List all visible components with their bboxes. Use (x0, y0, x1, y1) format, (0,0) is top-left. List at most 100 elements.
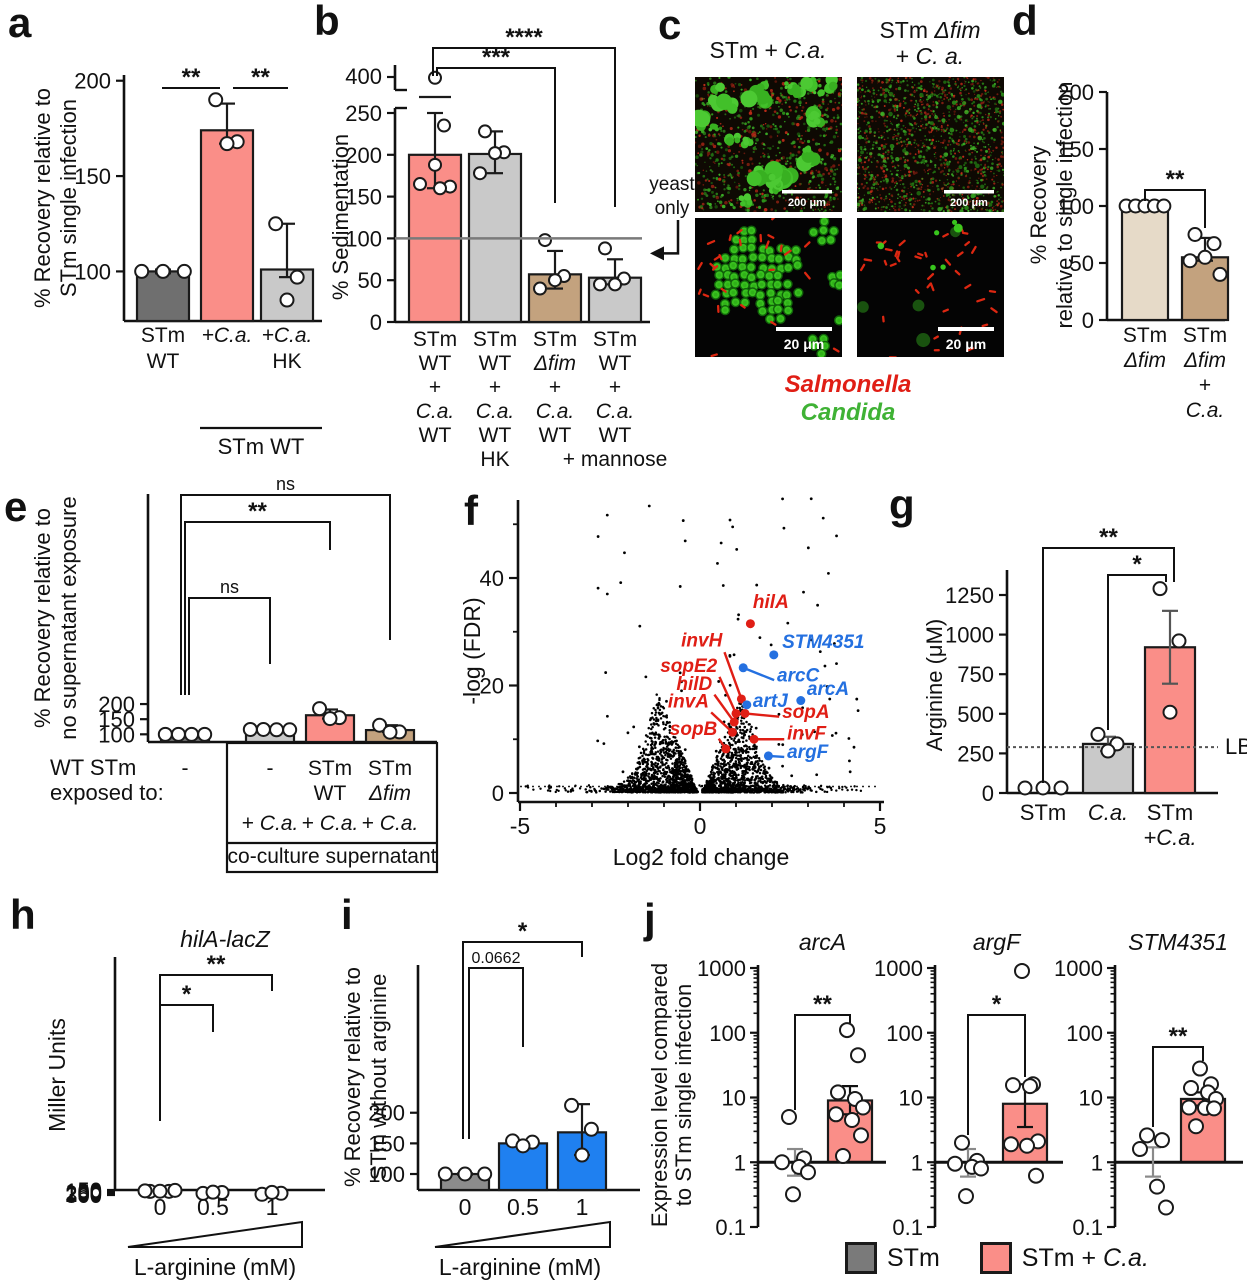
svg-text:+: + (429, 376, 441, 399)
panel-letter-j: j (644, 895, 656, 942)
svg-text:+: + (489, 376, 501, 399)
svg-text:0: 0 (370, 310, 382, 335)
svg-text:100: 100 (345, 226, 382, 251)
svg-text:STm: STm (413, 328, 457, 351)
svg-text:+ C.a.: + C.a. (302, 812, 359, 835)
svg-text:% Recovery relative to: % Recovery relative to (30, 508, 55, 728)
svg-text:200: 200 (98, 692, 135, 717)
panel-letter-d: d (1012, 0, 1038, 44)
svg-text:150: 150 (1057, 137, 1094, 162)
svg-text:STm: STm (473, 328, 517, 351)
svg-text:ns: ns (220, 577, 239, 597)
svg-text:40: 40 (480, 566, 504, 591)
svg-text:STm: STm (308, 757, 352, 780)
svg-text:100: 100 (1057, 194, 1094, 219)
panel-letter-g: g (889, 481, 915, 528)
svg-text:WT: WT (419, 424, 452, 447)
svg-text:20: 20 (480, 674, 504, 699)
panel-b-bar-chart: 400050100150200250yeastonly*******STmWT+… (328, 24, 695, 471)
svg-text:20 μm: 20 μm (784, 336, 824, 352)
svg-text:WT: WT (479, 424, 512, 447)
svg-text:WT: WT (599, 352, 632, 375)
svg-text:WT: WT (479, 352, 512, 375)
panel-letter-e: e (4, 483, 28, 530)
svg-text:+C.a.: +C.a. (202, 324, 253, 347)
svg-text:**: ** (248, 498, 267, 525)
svg-text:150: 150 (98, 707, 135, 732)
svg-text:****: **** (505, 24, 543, 51)
panel-letter-h: h (10, 891, 36, 938)
svg-text:Δfim: Δfim (1123, 349, 1166, 372)
svg-text:WT STm: WT STm (50, 755, 136, 780)
svg-text:STm: STm (593, 328, 637, 351)
svg-text:HK: HK (272, 350, 301, 373)
svg-text:0: 0 (1082, 308, 1094, 333)
svg-text:150: 150 (74, 164, 111, 189)
svg-text:C.a.: C.a. (536, 400, 575, 423)
svg-text:yeast: yeast (649, 174, 695, 195)
svg-text:-: - (267, 757, 274, 780)
svg-text:WT: WT (419, 352, 452, 375)
legend-swatch (979, 1242, 1012, 1274)
legend-label: STm + C.a. (1021, 1243, 1149, 1272)
legend-item-1: STm + C.a. (979, 1242, 1149, 1274)
svg-text:**: ** (182, 64, 201, 91)
svg-text:C.a.: C.a. (1186, 399, 1225, 422)
svg-text:STm WT: STm WT (218, 434, 305, 459)
svg-text:co-culture supernatant: co-culture supernatant (228, 845, 437, 868)
svg-text:100: 100 (74, 259, 111, 284)
panel-letter-b: b (314, 0, 340, 44)
svg-text:200: 200 (1057, 80, 1094, 105)
svg-text:100: 100 (98, 722, 135, 747)
svg-text:+: + (549, 376, 561, 399)
panel-letter-f: f (464, 487, 478, 534)
svg-text:**: ** (1166, 166, 1185, 193)
svg-text:Δfim: Δfim (1183, 349, 1226, 372)
svg-text:STm Δfim: STm Δfim (879, 17, 980, 43)
svg-text:+: + (1199, 374, 1211, 397)
svg-text:+ C.a.: + C.a. (362, 812, 419, 835)
svg-text:WT: WT (539, 424, 572, 447)
svg-text:200 μm: 200 μm (950, 197, 988, 209)
panel-c-microscopy: STm + C.a. STm Δfim+ C. a. 200 μm 200 μm 20 … (695, 17, 1004, 426)
svg-text:STm single infection: STm single infection (56, 99, 81, 297)
panel-j-dot-plots: 10001001010.1**arcA10001001010.1*argF100… (647, 929, 1243, 1240)
svg-text:STm: STm (1123, 324, 1167, 347)
svg-text:200 μm: 200 μm (788, 197, 826, 209)
svg-text:***: *** (482, 44, 511, 71)
svg-text:**: ** (251, 64, 270, 91)
panel-letter-i: i (341, 891, 353, 938)
svg-text:STm: STm (368, 757, 412, 780)
svg-text:WT: WT (314, 782, 347, 805)
legend-label: STm (887, 1243, 940, 1272)
svg-text:STm + C.a.: STm + C.a. (710, 37, 827, 63)
svg-text:% Recovery relative to: % Recovery relative to (30, 88, 55, 308)
svg-text:C.a.: C.a. (596, 400, 635, 423)
svg-text:+C.a.: +C.a. (262, 324, 313, 347)
svg-text:ns: ns (276, 474, 295, 494)
svg-text:% Sedimentation: % Sedimentation (328, 134, 353, 300)
svg-text:WT: WT (147, 350, 180, 373)
svg-text:STm: STm (533, 328, 577, 351)
svg-text:-: - (182, 757, 189, 780)
svg-text:400: 400 (345, 64, 382, 89)
svg-text:C.a.: C.a. (476, 400, 515, 423)
svg-text:50: 50 (1070, 251, 1094, 276)
svg-text:relative to single infection: relative to single infection (1052, 81, 1077, 328)
svg-text:150: 150 (345, 185, 382, 210)
svg-text:0: 0 (492, 781, 504, 806)
legend-swatch (845, 1242, 877, 1274)
svg-text:STm: STm (141, 324, 185, 347)
figure-legend: STm STm + C.a. (845, 1242, 1149, 1274)
svg-text:Salmonella: Salmonella (785, 371, 912, 398)
svg-text:no supernatant exposure: no supernatant exposure (56, 496, 81, 739)
panel-letter-c: c (658, 1, 682, 48)
svg-text:% Recovery: % Recovery (1026, 146, 1051, 265)
svg-text:200: 200 (74, 69, 111, 94)
svg-text:Δfim: Δfim (533, 352, 576, 375)
